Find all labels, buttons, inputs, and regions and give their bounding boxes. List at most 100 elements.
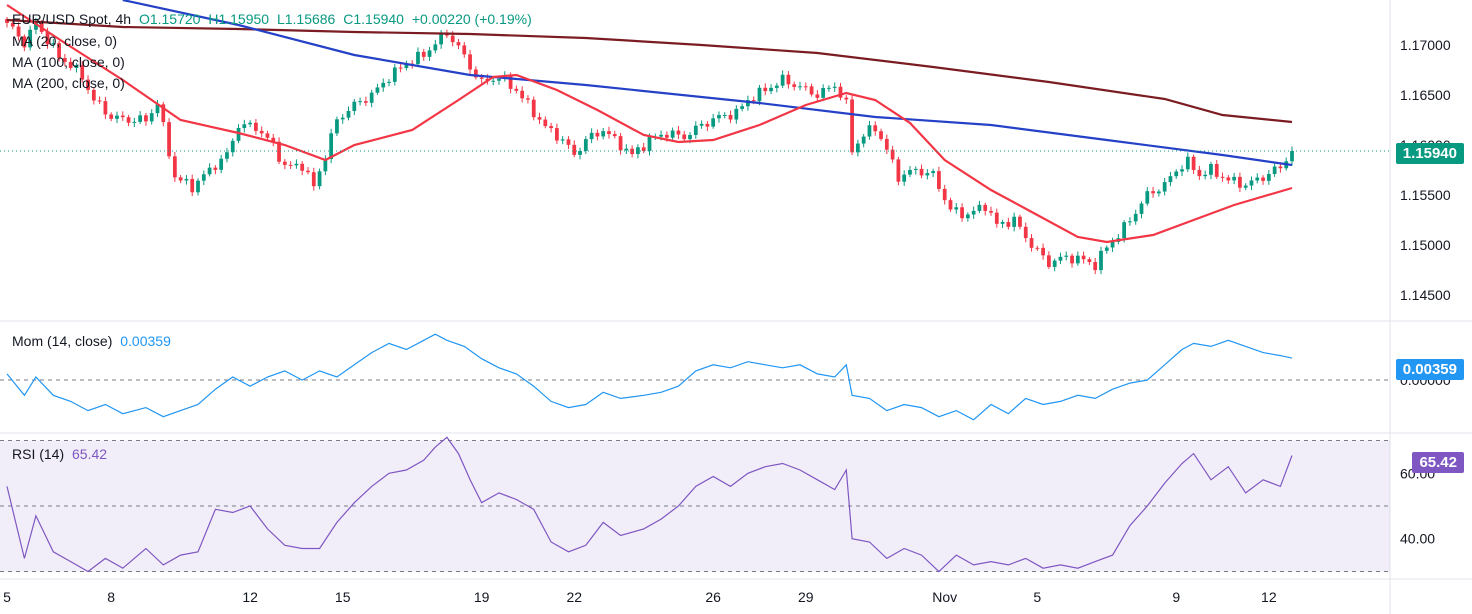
rsi-band: [0, 440, 1390, 572]
candle-body: [404, 63, 409, 69]
candle-body: [583, 139, 588, 151]
candle-body: [624, 148, 629, 151]
time-tick-label: 9: [1172, 589, 1180, 605]
candle-body: [641, 147, 646, 151]
candle-body: [1087, 259, 1092, 263]
candle-body: [711, 118, 716, 127]
candle-body: [201, 174, 206, 181]
candle-body: [890, 149, 895, 160]
candle-body: [230, 140, 235, 153]
candle-body: [537, 117, 542, 120]
candle-body: [560, 139, 565, 141]
time-tick-label: 5: [1033, 589, 1041, 605]
candle-body: [520, 90, 525, 99]
price-tick-label: 1.15000: [1400, 237, 1451, 253]
ohlc-change: +0.00220 (+0.19%): [411, 11, 532, 27]
candle-body: [178, 177, 183, 181]
candle-body: [126, 117, 131, 123]
candle-body: [497, 79, 501, 81]
candle-body: [763, 87, 768, 92]
candle-body: [1023, 226, 1028, 239]
candle-body: [769, 87, 773, 92]
rsi-legend[interactable]: RSI (14) 65.42: [12, 446, 111, 462]
candle-body: [589, 132, 594, 140]
candle-body: [346, 110, 351, 118]
momentum-legend[interactable]: Mom (14, close) 0.00359: [12, 333, 175, 349]
time-tick-label: 26: [705, 589, 721, 605]
candle-body: [1139, 203, 1144, 214]
candle-body: [184, 178, 189, 181]
candle-body: [1214, 164, 1219, 177]
candle-body: [86, 79, 90, 90]
candle-body: [838, 86, 843, 98]
candle-body: [1197, 169, 1202, 177]
candle-body: [63, 58, 67, 62]
candle-body: [172, 156, 177, 178]
candle-body: [722, 114, 727, 116]
candle-body: [1035, 247, 1040, 249]
candle-body: [329, 133, 334, 160]
candle-body: [942, 188, 947, 201]
candle-body: [1145, 191, 1150, 204]
candle-body: [1133, 213, 1138, 222]
candle-body: [832, 86, 837, 88]
candle-body: [919, 168, 924, 176]
candle-body: [566, 139, 571, 145]
candle-body: [798, 86, 802, 88]
candle-body: [254, 122, 258, 131]
last-price-badge: 1.15940: [1395, 143, 1464, 164]
candle-body: [751, 100, 756, 102]
candle-body: [884, 138, 889, 150]
candle-body: [1110, 241, 1115, 248]
candle-body: [1209, 164, 1213, 175]
candle-body: [983, 204, 988, 211]
candle-body: [22, 36, 27, 48]
candle-body: [1249, 180, 1254, 186]
candle-body: [543, 119, 548, 127]
candle-body: [97, 100, 102, 102]
candle-body: [1255, 177, 1260, 181]
ma20-label[interactable]: MA (20, close, 0): [12, 33, 118, 49]
candle-body: [1203, 174, 1208, 177]
candle-body: [572, 144, 577, 155]
candle-body: [387, 81, 391, 83]
candle-body: [670, 130, 675, 138]
candle-body: [16, 26, 21, 37]
candle-body: [1029, 238, 1034, 248]
candle-body: [676, 130, 681, 135]
rsi-badge: 65.42: [1412, 452, 1464, 473]
candle-body: [381, 82, 386, 88]
time-tick-label: 19: [474, 589, 490, 605]
candle-body: [925, 173, 930, 176]
candle-body: [462, 45, 467, 55]
candle-body: [1174, 171, 1179, 177]
candle-body: [306, 170, 310, 173]
candle-body: [1278, 166, 1283, 169]
candle-body: [1220, 176, 1225, 178]
candle-body: [555, 128, 559, 141]
candle-body: [1075, 255, 1080, 264]
candle-body: [664, 134, 669, 138]
candle-body: [167, 122, 171, 157]
ma100-label[interactable]: MA (100, close, 0): [12, 54, 125, 70]
price-tick-label: 1.17000: [1400, 37, 1451, 53]
candle-body: [746, 100, 750, 107]
candle-body: [1238, 176, 1242, 188]
candle-body: [960, 207, 964, 219]
candle-body: [277, 141, 281, 162]
candle-body: [867, 125, 872, 137]
candle-body: [138, 115, 143, 122]
candle-body: [144, 115, 148, 122]
candle-body: [28, 29, 33, 48]
candle-body: [473, 69, 478, 78]
candle-body: [971, 210, 976, 215]
candle-body: [850, 99, 854, 153]
candle-body: [421, 51, 426, 57]
candle-body: [1064, 255, 1069, 257]
rsi-label: RSI (14): [12, 446, 65, 462]
candle-body: [965, 214, 970, 219]
ma200-label[interactable]: MA (200, close, 0): [12, 75, 125, 91]
candle-body: [1006, 221, 1011, 227]
candle-body: [618, 136, 623, 151]
